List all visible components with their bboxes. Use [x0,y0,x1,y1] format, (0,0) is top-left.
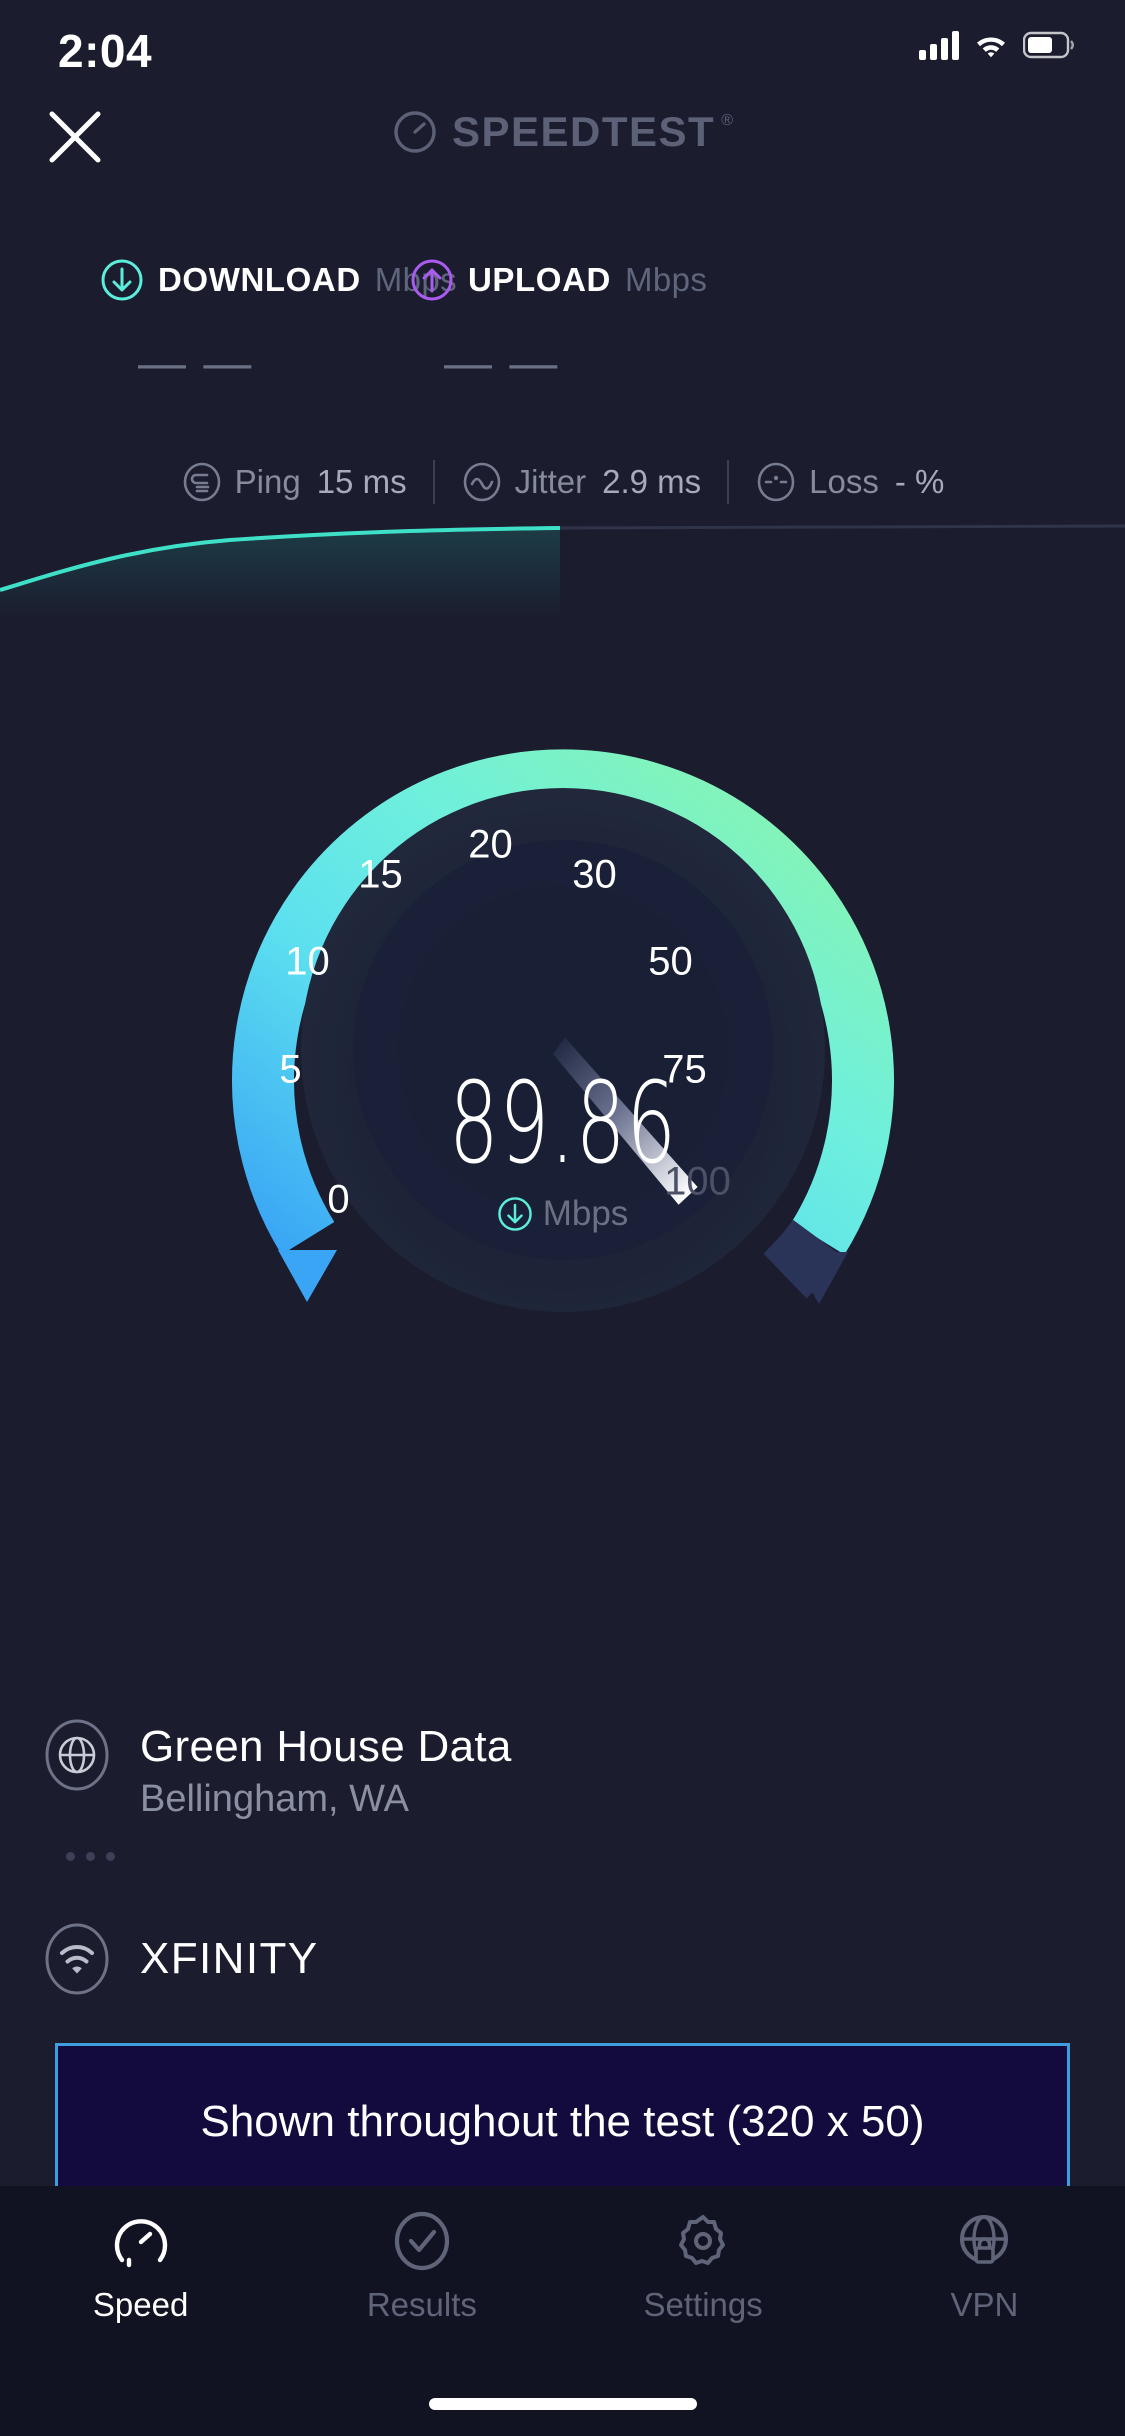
ping-label: Ping [234,463,301,500]
tab-results-label: Results [366,2286,477,2323]
stat-loss: Loss - % [729,461,970,503]
tab-settings-label: Settings [643,2286,763,2323]
gauge-tick-0: 0 [327,1177,350,1222]
download-value: — — [138,337,254,390]
gauge-tick-30: 30 [572,852,617,897]
throughput-graph [0,524,1125,620]
metrics-values-row: — — — — [0,337,1125,390]
tab-speed[interactable]: Speed [0,2210,281,2324]
isp-selector[interactable]: XFINITY [44,1922,318,1996]
stat-separator [432,460,435,504]
status-time: 2:04 [58,25,153,77]
gauge-tick-15: 15 [358,852,403,897]
status-indicators [919,30,1075,60]
brand-title: SPEEDTEST [451,108,716,155]
server-selector[interactable]: Green House Data Bellingham, WA [44,1718,512,1821]
download-label: DOWNLOAD [158,261,361,298]
loss-value: - % [894,463,945,500]
jitter-icon [463,462,500,502]
jitter-label: Jitter [514,463,587,500]
server-texts: Green House Data Bellingham, WA [140,1718,512,1821]
upload-value: — — [444,337,560,390]
gauge-tick-5: 5 [279,1047,302,1092]
download-arrow-icon [497,1197,532,1231]
server-loading-dots [66,1852,115,1861]
speed-unit-row: Mbps [203,1194,923,1234]
app-brand: SPEEDTEST ® [0,108,1125,156]
cellular-signal-icon [919,30,959,60]
wifi-icon [977,37,1005,58]
home-indicator [428,2398,697,2410]
metrics-header-row: DOWNLOAD Mbps UPLOAD Mbps [0,258,1125,318]
gauge-tick-75: 75 [662,1047,707,1092]
brand-trademark: ® [721,112,734,129]
gauge-reading: 89.86 Mbps [203,1068,923,1234]
gauge-tick-100: 100 [664,1159,731,1204]
ad-banner-text: Shown throughout the test (320 x 50) [200,2097,925,2146]
gear-icon [679,2215,726,2265]
download-arrow-icon [101,259,143,301]
loss-icon [757,462,795,502]
download-metric-header: DOWNLOAD Mbps [100,258,457,302]
upload-metric-header: UPLOAD Mbps [410,258,707,302]
tab-vpn-label: VPN [950,2286,1019,2323]
server-location: Bellingham, WA [140,1778,409,1820]
gauge-tick-50: 50 [648,939,693,984]
speed-unit: Mbps [542,1194,629,1233]
battery-icon [1023,31,1074,59]
latency-stats-row: Ping 15 ms Jitter 2.9 ms Loss - % [0,460,1125,504]
speed-gauge: 0 5 10 15 20 30 50 75 100 89.86 Mbps [203,690,923,1410]
loss-label: Loss [809,463,879,500]
speed-value: 89.86 [448,1059,677,1189]
tab-settings[interactable]: Settings [563,2210,844,2324]
ping-icon [183,462,220,502]
vpn-globe-lock-icon [960,2215,1009,2264]
close-icon[interactable] [40,102,110,172]
tab-vpn[interactable]: VPN [844,2210,1125,2324]
gauge-tick-20: 20 [468,822,513,867]
upload-arrow-icon [411,259,453,301]
speedometer-logo-icon [394,111,436,153]
gauge-tick-10: 10 [285,939,330,984]
jitter-value: 2.9 ms [602,463,702,500]
ping-value: 15 ms [316,463,407,500]
ad-banner[interactable]: Shown throughout the test (320 x 50) [55,2043,1070,2201]
status-bar: 2:04 [0,0,1125,100]
globe-icon [45,1719,109,1791]
stat-separator [727,460,730,504]
tab-results[interactable]: Results [281,2210,562,2324]
stat-jitter: Jitter 2.9 ms [435,461,728,503]
wifi-icon [45,1923,109,1995]
tab-bar: Speed Results Settings VPN [0,2186,1125,2436]
upload-unit: Mbps [624,261,708,298]
speedometer-icon [114,2219,167,2268]
gauge-arc [231,749,894,1312]
isp-name: XFINITY [140,1934,319,1983]
upload-label: UPLOAD [468,261,611,298]
check-circle-icon [394,2211,449,2271]
tab-speed-label: Speed [92,2286,189,2323]
stat-ping: Ping 15 ms [155,461,433,503]
server-name: Green House Data [140,1722,512,1771]
